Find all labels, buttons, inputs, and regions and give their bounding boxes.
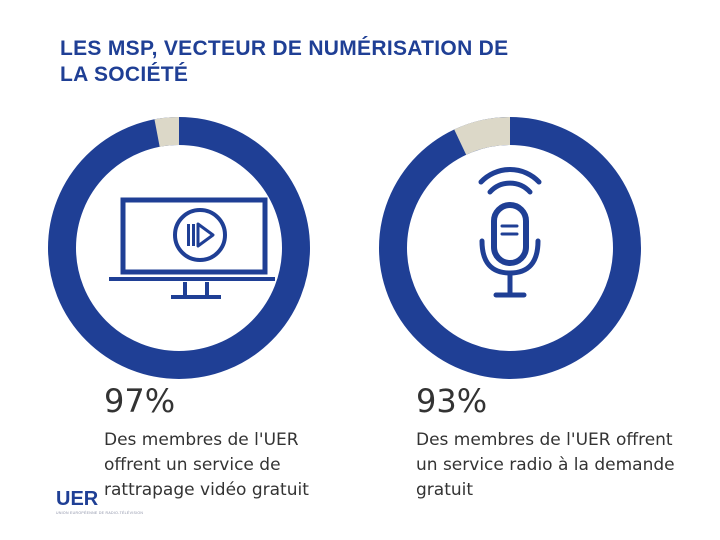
radio-donut-remainder-arc — [454, 117, 511, 155]
uer-logo-tagline: UNION EUROPÉENNE DE RADIO-TÉLÉVISION — [56, 511, 144, 515]
slide-title: LES MSP, VECTEUR DE NUMÉRISATION DE LA S… — [60, 36, 660, 88]
slide-title-line-1: LES MSP, VECTEUR DE NUMÉRISATION DE — [60, 37, 509, 60]
uer-logo: UER — [56, 488, 99, 510]
radio-donut-value-arc — [379, 117, 641, 379]
video-percent: 97% — [104, 382, 176, 420]
monitor-play-icon — [109, 197, 275, 299]
radio-description: Des membres de l'UER offrent un service … — [416, 430, 675, 500]
video-donut-chart — [47, 116, 311, 380]
video-donut-remainder-arc — [154, 117, 180, 147]
microphone-icon — [478, 167, 542, 298]
radio-percent: 93% — [416, 382, 488, 420]
video-description: Des membres de l'UER offrent un service … — [104, 430, 309, 500]
slide-title-line-2: LA SOCIÉTÉ — [60, 63, 189, 86]
radio-donut-chart — [378, 116, 642, 380]
